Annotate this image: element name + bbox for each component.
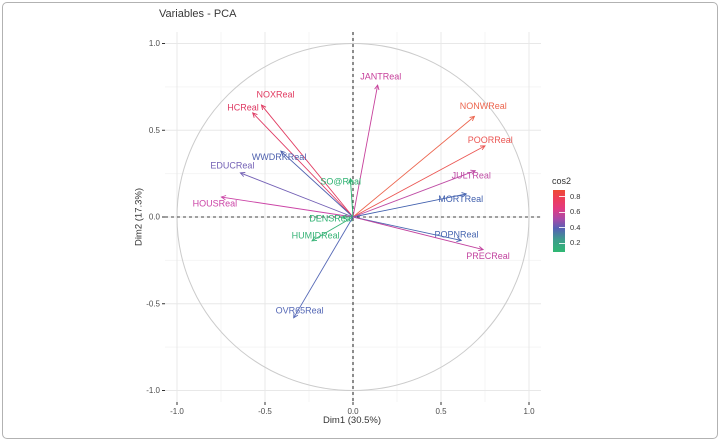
legend-tick-mark xyxy=(559,242,565,244)
variable-arrow-jantreal xyxy=(352,85,379,218)
variable-arrow-precreal xyxy=(352,216,484,251)
x-tick-label: 0.5 xyxy=(435,407,447,416)
y-tick-label: 1.0 xyxy=(149,39,161,48)
legend-title: cos2 xyxy=(552,176,572,186)
variable-arrow-so-real xyxy=(349,178,354,218)
variable-arrowhead xyxy=(478,246,485,252)
x-tick-label: -1.0 xyxy=(170,407,184,416)
variable-arrowhead xyxy=(470,169,477,175)
variable-label-mortreal: MORTReal xyxy=(438,194,483,204)
variable-arrowhead xyxy=(293,312,299,319)
x-axis-title: Dim1 (30.5%) xyxy=(322,415,382,426)
variable-arrow-housreal xyxy=(221,196,354,218)
y-axis-title: Dim2 (17.3%) xyxy=(133,187,145,247)
variable-arrowhead xyxy=(260,104,267,111)
variable-arrowhead xyxy=(280,150,286,156)
legend-tick-label: 0.6 xyxy=(570,207,581,217)
variable-label-wwdrkreal: WWDRKReal xyxy=(252,152,307,162)
variable-arrowhead xyxy=(251,112,258,118)
legend-tick-mark xyxy=(559,211,565,213)
legend-tick-label: 0.4 xyxy=(570,222,581,232)
variable-arrowhead xyxy=(479,145,486,151)
y-tick-label: 0.5 xyxy=(149,126,161,135)
variable-arrow-noxreal xyxy=(261,104,354,218)
x-tick-label: 1.0 xyxy=(523,407,535,416)
variable-arrow-nonwreal xyxy=(352,116,475,218)
variable-arrow-educreal xyxy=(240,172,354,218)
variable-arrowhead xyxy=(348,177,354,184)
y-tick-label: -0.5 xyxy=(146,299,160,308)
variable-arrowhead xyxy=(374,84,380,91)
variable-label-popnreal: POPNReal xyxy=(434,229,478,239)
variable-label-so-real: SO@Real xyxy=(320,176,361,186)
variable-arrow-jultreal xyxy=(352,170,476,218)
x-tick-label: 0.0 xyxy=(347,407,359,416)
variable-label-humidreal: HUMIDReal xyxy=(292,230,340,240)
legend-tick-label: 0.2 xyxy=(570,238,581,248)
variable-label-poorreal: POORReal xyxy=(468,135,513,145)
variable-label-nonwreal: NONWReal xyxy=(460,101,507,111)
legend-tick-label: 0.8 xyxy=(570,191,581,201)
variable-arrowhead xyxy=(220,195,227,201)
variable-arrow-poorreal xyxy=(352,145,486,218)
variable-label-densreal: DENSReal xyxy=(309,213,353,223)
y-tick-label: -1.0 xyxy=(146,386,160,395)
y-tick-label: 0.0 xyxy=(149,213,161,222)
legend-tick-mark xyxy=(559,227,565,229)
variable-label-jultreal: JULTReal xyxy=(452,170,491,180)
variable-arrowhead xyxy=(341,214,347,220)
variable-arrowhead xyxy=(239,172,246,177)
variable-arrow-hcreal xyxy=(252,112,354,218)
variable-arrow-ovr65real xyxy=(293,216,354,319)
variable-arrowhead xyxy=(456,236,463,243)
variable-arrowhead xyxy=(461,192,468,198)
variable-label-hcreal: HCReal xyxy=(227,103,259,113)
variable-arrowhead xyxy=(469,115,476,122)
variable-arrow-wwdrkreal xyxy=(280,150,354,218)
variable-arrow-mortreal xyxy=(352,193,467,218)
x-tick-label: -0.5 xyxy=(258,407,272,416)
variable-arrow-humidreal xyxy=(311,216,354,242)
variable-arrow-popnreal xyxy=(352,216,462,241)
variable-label-precreal: PRECReal xyxy=(466,251,510,261)
variable-label-jantreal: JANTReal xyxy=(360,71,401,81)
variable-label-educreal: EDUCReal xyxy=(210,161,254,171)
legend-gradient-bar xyxy=(553,190,565,252)
variable-label-noxreal: NOXReal xyxy=(257,90,295,100)
variable-label-housreal: HOUSReal xyxy=(193,198,238,208)
plot-title: Variables - PCA xyxy=(159,8,237,20)
legend-tick-mark xyxy=(559,196,565,198)
variable-arrowhead xyxy=(311,236,318,242)
cos2-legend: cos2 0.8 0.6 0.4 0.2 xyxy=(552,176,612,266)
variable-label-ovr65real: OVR65Real xyxy=(276,305,324,315)
